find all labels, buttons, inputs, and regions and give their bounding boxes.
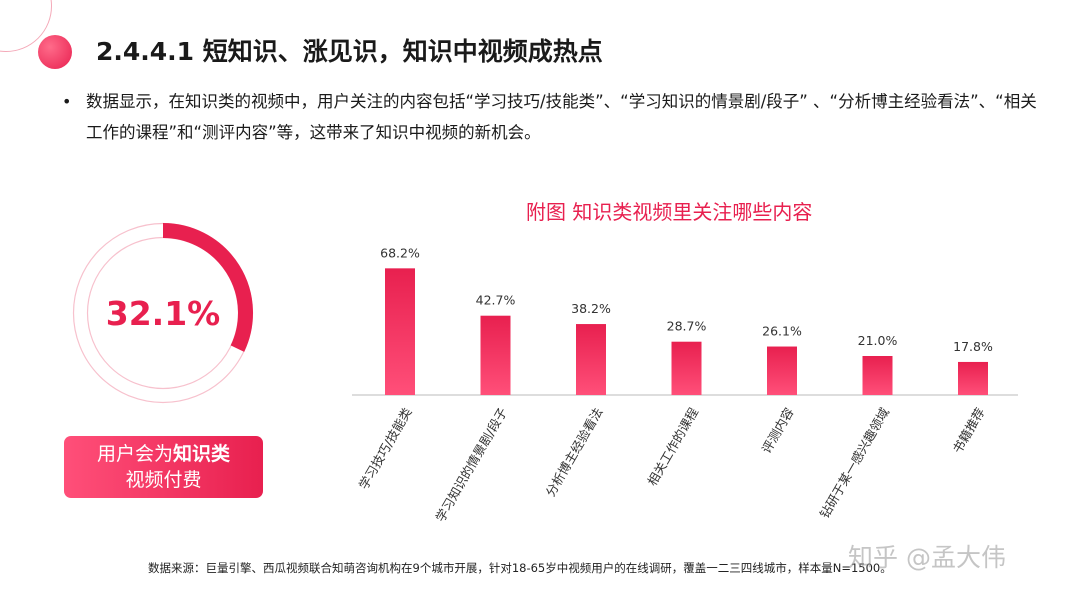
bar-value-label-6: 21.0% (858, 333, 898, 348)
bullet-dot-icon: • (62, 92, 72, 111)
x-tick-label-7: 书籍推荐 (950, 405, 988, 456)
title-dot-icon (38, 35, 72, 69)
x-tick-label-5: 评测内容 (759, 405, 797, 456)
donut-ring (72, 222, 254, 404)
pay-caption-highlight: 知识类 (173, 443, 231, 465)
bar-3 (576, 324, 606, 395)
bar-value-label-2: 42.7% (476, 293, 516, 308)
source-note: 数据来源：巨量引擎、西瓜视频联合知萌咨询机构在9个城市开展，针对18-65岁中视… (148, 561, 892, 575)
bar-4 (671, 341, 702, 395)
bar-1 (385, 268, 415, 395)
pay-caption-box: 用户会为知识类 视频付费 (64, 436, 263, 498)
x-tick-label-2: 学习知识的情景剧/段子 (432, 405, 510, 524)
bar-value-label-7: 17.8% (953, 339, 993, 354)
bullet-text: 数据显示，在知识类的视频中，用户关注的内容包括“学习技巧/技能类”、“学习知识的… (86, 92, 1037, 142)
bar-5 (767, 346, 797, 395)
watermark: 知乎 @孟大伟 (848, 543, 1006, 572)
x-tick-label-4: 相关工作的课程 (644, 405, 701, 489)
page-title: 2.4.4.1 短知识、涨见识，知识中视频成热点 (96, 37, 603, 66)
pay-caption-line2: 视频付费 (125, 469, 202, 491)
chart-title: 附图 知识类视频里关注哪些内容 (526, 200, 813, 224)
pay-caption-prefix: 用户会为 (96, 443, 173, 465)
bar-value-label-5: 26.1% (762, 324, 802, 339)
bar-7 (958, 361, 988, 395)
bar-value-label-1: 68.2% (380, 245, 420, 260)
x-tick-label-6: 钻研于某一感兴趣领域 (817, 405, 892, 521)
x-tick-label-3: 分析博主经验看法 (543, 405, 606, 499)
pay-caption-line1: 用户会为知识类 (64, 441, 263, 467)
donut-value: 32.1% (105, 293, 221, 333)
bullet-paragraph: • 数据显示，在知识类的视频中，用户关注的内容包括“学习技巧/技能类”、“学习知… (62, 86, 1044, 148)
bar-2 (480, 315, 511, 395)
bar-chart: 68.2% 学习技巧/技能类 42.7% 学习知识的情景剧/段子 38.2% 分析博主经验… (352, 245, 1018, 524)
donut-arc (162, 223, 253, 352)
bar-6 (862, 356, 893, 395)
x-tick-label-1: 学习技巧/技能类 (356, 405, 415, 492)
donut-chart: 32.1% (70, 220, 256, 406)
bar-value-label-3: 38.2% (571, 301, 611, 316)
bar-value-label-4: 28.7% (667, 319, 707, 334)
